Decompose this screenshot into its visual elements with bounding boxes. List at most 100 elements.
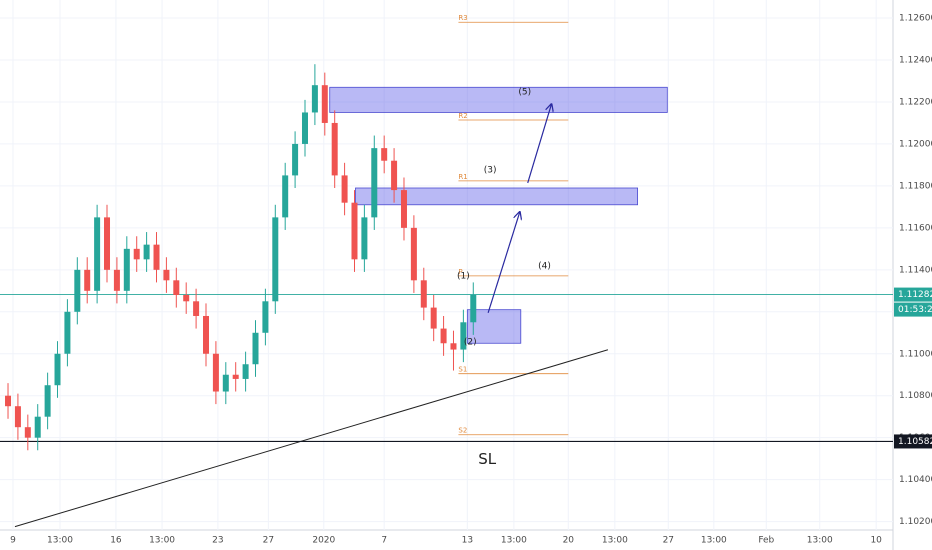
pivot-label: R2	[458, 112, 467, 120]
candle-body	[242, 364, 249, 379]
zone	[355, 187, 639, 206]
pivot-label: R1	[458, 173, 467, 181]
candle-body	[232, 374, 239, 379]
candle-body	[252, 332, 259, 365]
candle-body	[74, 269, 81, 312]
candle-body	[203, 315, 210, 354]
price-tag-label: 1.10582	[898, 437, 932, 447]
x-tick-label: 13:00	[501, 536, 527, 546]
wave-label: (4)	[538, 261, 551, 271]
candle-body	[5, 395, 12, 407]
x-tick-label: 13:00	[149, 536, 175, 546]
pivot-label: S2	[458, 427, 467, 435]
candle-body	[193, 301, 200, 316]
x-tick-label: 27	[263, 536, 274, 546]
candle-body	[410, 227, 417, 281]
y-tick-label: 1.12200	[899, 97, 932, 107]
candle-body	[361, 217, 368, 260]
candle-body	[430, 307, 437, 329]
candle-body	[381, 148, 388, 161]
y-tick-label: 1.12600	[899, 14, 932, 24]
price-tag	[894, 287, 932, 302]
arrow	[487, 212, 520, 314]
candle-body	[222, 374, 229, 392]
candle-body	[163, 269, 170, 281]
wave-label: (1)	[457, 271, 470, 281]
pivot-label: P	[458, 268, 462, 276]
wave-label: (3)	[484, 165, 497, 175]
candle-body	[123, 248, 130, 291]
candle-body	[400, 190, 407, 228]
x-tick-label: 23	[212, 536, 223, 546]
candle-body	[54, 353, 61, 386]
x-tick-label: 10	[870, 536, 882, 546]
trendline	[14, 349, 609, 528]
pivot-label: S1	[458, 366, 467, 374]
x-tick-label: 2020	[312, 536, 335, 546]
candle-body	[292, 143, 299, 176]
candle-body	[420, 280, 427, 308]
x-tick-label: Feb	[758, 536, 774, 546]
candle-body	[272, 217, 279, 302]
x-tick-label: 13:00	[807, 536, 833, 546]
candle-body	[14, 406, 21, 428]
countdown-tag	[894, 302, 932, 317]
price-tag	[894, 434, 932, 449]
candle-body	[371, 148, 378, 218]
candle-body	[24, 427, 31, 438]
y-tick-label: 1.11000	[899, 349, 932, 359]
x-tick-label: 13:00	[602, 536, 628, 546]
candle-body	[470, 295, 477, 323]
candle-body	[94, 217, 101, 291]
x-tick-label: 7	[381, 536, 387, 546]
candle-body	[440, 328, 447, 344]
y-tick-label: 1.10400	[899, 475, 932, 485]
candle-body	[460, 322, 467, 350]
candle-body	[262, 301, 269, 333]
y-tick-label: 1.11600	[899, 223, 932, 233]
candle-body	[341, 175, 348, 203]
y-tick-label: 1.12400	[899, 56, 932, 66]
price-tag-label: 1.11282	[898, 290, 932, 300]
candle-body	[183, 295, 190, 302]
zone	[466, 309, 522, 344]
wave-label: (2)	[464, 337, 477, 347]
wave-label: (5)	[518, 87, 531, 97]
candle-body	[143, 244, 150, 260]
x-tick-label: 13:00	[701, 536, 727, 546]
zone	[329, 86, 668, 113]
x-tick-label: 9	[10, 536, 16, 546]
candle-body	[331, 122, 338, 176]
candle-body	[173, 280, 180, 296]
candle-body	[34, 416, 41, 438]
x-tick-label: 13:00	[47, 536, 73, 546]
candle-body	[282, 175, 289, 218]
y-tick-label: 1.11400	[899, 265, 932, 275]
candle-body	[351, 202, 358, 260]
x-tick-label: 16	[110, 536, 122, 546]
x-tick-label: 20	[563, 536, 575, 546]
candle-body	[391, 160, 398, 191]
candle-body	[450, 343, 457, 350]
candle-body	[153, 244, 160, 270]
pivot-label: R3	[458, 14, 467, 22]
candle-body	[44, 385, 51, 417]
candle-body	[133, 248, 140, 260]
y-tick-label: 1.10200	[899, 517, 932, 527]
y-tick-label: 1.12000	[899, 139, 932, 149]
candle-body	[212, 353, 219, 392]
annotation: SL	[478, 450, 497, 468]
countdown: 01:53:22	[898, 305, 932, 315]
y-tick-label: 1.10800	[899, 391, 932, 401]
candle-body	[321, 85, 328, 123]
candle-body	[84, 269, 91, 291]
arrow	[527, 104, 552, 184]
candle-body	[104, 217, 111, 270]
candle-body	[113, 269, 120, 291]
y-tick-label: 1.11800	[899, 181, 932, 191]
candle-body	[64, 311, 71, 354]
candle-body	[311, 85, 318, 113]
x-tick-label: 13	[462, 536, 473, 546]
